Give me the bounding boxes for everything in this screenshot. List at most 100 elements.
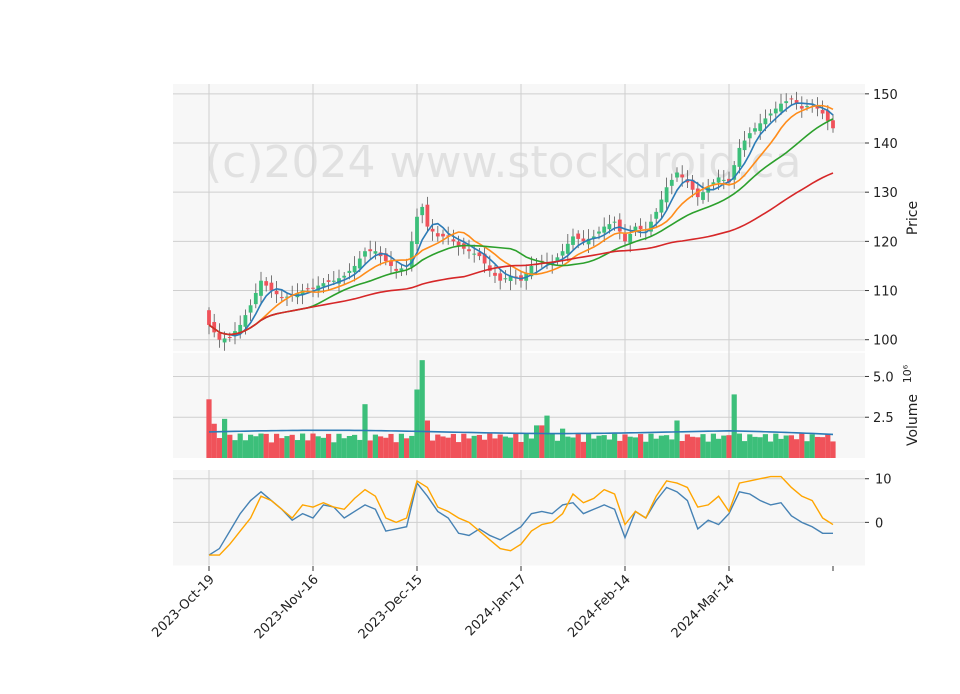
candle-body <box>316 285 321 291</box>
moving-average-line-ma_long <box>208 172 834 336</box>
volume-bar <box>528 438 534 458</box>
volume-bar <box>492 438 498 458</box>
volume-bar <box>346 435 352 458</box>
volume-bar <box>601 435 607 458</box>
volume-bar <box>820 437 826 458</box>
candle-body <box>368 249 373 252</box>
candle-body <box>591 236 596 239</box>
candle-body <box>477 252 482 257</box>
volume-bar <box>778 438 784 458</box>
candle-body <box>508 275 513 281</box>
volume-tick-label: 2.5 <box>873 411 894 426</box>
candle-body <box>305 288 310 290</box>
candle-body <box>779 103 783 112</box>
price-tick-label: 130 <box>873 186 898 201</box>
candle-body <box>311 287 315 289</box>
volume-bar <box>591 438 597 458</box>
volume-bar <box>570 437 576 458</box>
candle-body <box>456 241 461 247</box>
candle-body <box>212 322 217 333</box>
volume-bar <box>596 435 602 458</box>
candle-body <box>217 333 222 340</box>
candle-body <box>638 225 643 230</box>
volume-bar <box>237 433 243 458</box>
volume-bar <box>653 438 659 458</box>
volume-bar <box>341 438 347 458</box>
volume-bar <box>799 433 805 458</box>
volume-bar <box>487 433 493 458</box>
moving-average-line-ma_slow <box>208 118 834 336</box>
x-tick-label: 2023-Oct-19 <box>149 572 217 640</box>
volume-bar <box>284 436 290 458</box>
candle-body <box>690 179 695 190</box>
volume-axis-exponent: 10⁶ <box>901 364 914 383</box>
volume-bar <box>643 441 649 458</box>
volume-bar <box>825 434 831 458</box>
candle-body <box>342 275 347 278</box>
volume-bar <box>263 433 269 458</box>
candle-body <box>831 120 835 129</box>
volume-bar <box>508 437 514 458</box>
volume-bar <box>388 433 394 458</box>
oscillator-tick-label: 10 <box>875 473 892 488</box>
candle-body <box>727 178 731 183</box>
candle-body <box>347 270 352 274</box>
volume-tick-label: 5.0 <box>873 370 894 385</box>
candle-body <box>571 236 575 245</box>
volume-bar <box>414 389 420 458</box>
candle-body <box>701 192 705 200</box>
volume-ma-line <box>208 429 834 436</box>
volume-bar <box>253 436 259 458</box>
moving-average-line-ma_mid <box>208 104 834 336</box>
volume-bar <box>762 434 768 458</box>
volume-bar <box>830 441 836 458</box>
volume-bar <box>783 435 789 458</box>
volume-bar <box>638 434 644 458</box>
x-tick-label: 2023-Dec-15 <box>356 572 426 642</box>
oscillator-line-a <box>208 481 833 556</box>
candle-body <box>482 253 487 264</box>
candle-body <box>623 233 627 242</box>
candle-body <box>711 182 716 185</box>
volume-bar <box>814 436 820 458</box>
volume-bar <box>232 440 238 458</box>
volume-bar <box>289 434 295 458</box>
volume-bar <box>310 433 316 458</box>
volume-bar <box>440 436 446 458</box>
candle-body <box>409 241 414 267</box>
volume-bar <box>575 434 581 458</box>
candle-body <box>253 292 258 305</box>
volume-bar <box>367 440 373 458</box>
volume-bar <box>450 433 456 458</box>
candle-body <box>654 211 659 219</box>
volume-bar <box>560 428 566 458</box>
volume-bar <box>544 415 550 458</box>
volume-bar <box>658 435 664 458</box>
volume-bar <box>731 394 737 458</box>
volume-bar <box>315 436 321 458</box>
volume-bar <box>211 423 217 458</box>
volume-bar <box>331 442 337 458</box>
volume-bar <box>690 436 696 458</box>
volume-bar <box>216 438 222 458</box>
candle-body <box>472 253 477 255</box>
x-tick-label: 2024-Mar-14 <box>669 572 738 641</box>
volume-bar <box>268 442 274 458</box>
price-tick-label: 120 <box>873 235 898 250</box>
candle-body <box>389 260 393 266</box>
volume-bar <box>695 437 701 458</box>
volume-bar <box>372 434 378 458</box>
candle-body <box>784 101 789 104</box>
candle-body <box>560 251 565 256</box>
candle-body <box>493 272 497 276</box>
volume-bar <box>804 441 810 458</box>
candle-body <box>742 140 747 151</box>
volume-bar <box>549 433 555 458</box>
candle-body <box>659 199 664 213</box>
volume-bar <box>445 437 451 458</box>
candle-body <box>259 280 263 296</box>
candle-body <box>451 239 456 242</box>
volume-bar <box>409 435 415 458</box>
volume-bar <box>466 438 472 458</box>
price-tick-label: 110 <box>873 285 898 300</box>
